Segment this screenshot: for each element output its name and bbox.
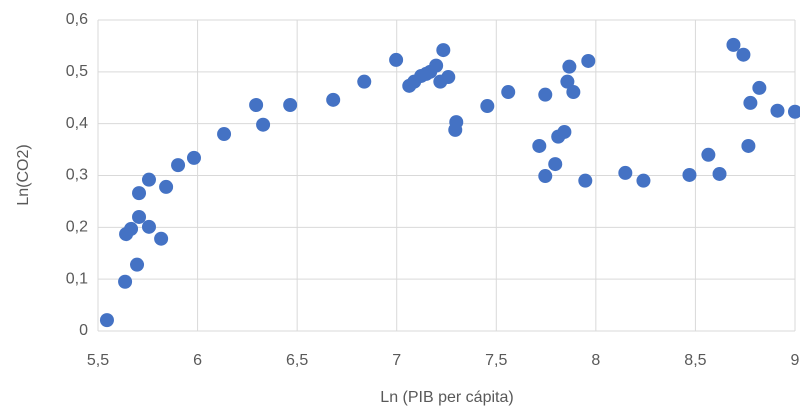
point — [429, 58, 444, 73]
y-tick-label: 0,2 — [66, 219, 88, 236]
point — [532, 138, 547, 153]
point — [249, 98, 264, 113]
point — [743, 95, 758, 110]
point — [538, 87, 553, 102]
y-tick-label: 0,6 — [66, 11, 88, 28]
point — [448, 122, 463, 137]
point — [741, 138, 756, 153]
point — [141, 172, 156, 187]
point — [357, 74, 372, 89]
point — [141, 219, 156, 234]
y-tick-label: 0,4 — [66, 115, 88, 132]
point — [618, 165, 633, 180]
x-tick-label: 8,5 — [684, 352, 706, 369]
point — [99, 313, 114, 328]
point — [132, 186, 147, 201]
y-tick-label: 0,1 — [66, 270, 88, 287]
point — [701, 147, 716, 162]
point — [501, 85, 516, 100]
x-tick-label: 8 — [591, 352, 600, 369]
point — [186, 150, 201, 165]
x-tick-label: 7 — [392, 352, 401, 369]
point — [770, 103, 785, 118]
point — [132, 209, 147, 224]
point — [788, 104, 800, 119]
point — [217, 127, 232, 142]
point — [566, 85, 581, 100]
point — [682, 167, 697, 182]
point — [118, 274, 133, 289]
point — [636, 173, 651, 188]
point — [752, 80, 767, 95]
x-axis-label: Ln (PIB per cápita) — [380, 389, 513, 406]
point — [130, 257, 145, 272]
point — [581, 53, 596, 68]
point — [171, 158, 186, 173]
point — [283, 98, 298, 113]
x-tick-label: 7,5 — [485, 352, 507, 369]
point — [726, 37, 741, 52]
point — [560, 74, 575, 89]
x-tick-label: 5,5 — [87, 352, 109, 369]
point — [154, 231, 169, 246]
point — [389, 52, 404, 67]
point — [326, 92, 341, 107]
point — [562, 59, 577, 74]
y-tick-label: 0,5 — [66, 63, 88, 80]
y-axis-label: Ln(CO2) — [15, 144, 32, 205]
point — [712, 166, 727, 181]
point — [256, 117, 271, 132]
point — [557, 124, 572, 139]
point — [124, 221, 139, 236]
x-tick-label: 6,5 — [286, 352, 308, 369]
point — [548, 157, 563, 172]
x-tick-label: 9 — [791, 352, 800, 369]
point — [480, 99, 495, 114]
point — [159, 179, 174, 194]
point — [578, 173, 593, 188]
point — [736, 47, 751, 62]
point — [538, 169, 553, 184]
point — [436, 43, 451, 58]
point — [441, 70, 456, 85]
x-tick-label: 6 — [193, 352, 202, 369]
y-tick-label: 0,3 — [66, 167, 88, 184]
y-tick-label: 0 — [79, 322, 88, 339]
